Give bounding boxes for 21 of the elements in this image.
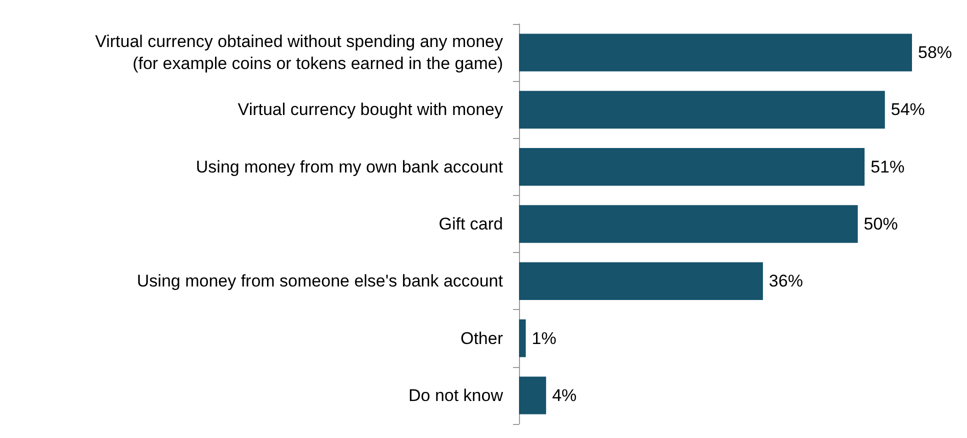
bar [519, 205, 858, 243]
data-label: 4% [552, 386, 577, 405]
data-label: 58% [918, 43, 952, 62]
bar [519, 376, 546, 414]
y-tick-label: Using money from someone else's bank account [136, 272, 504, 291]
bar [519, 90, 885, 129]
y-tick-label: Using money from my own bank account [196, 157, 504, 176]
data-label: 36% [768, 272, 803, 291]
bar [519, 148, 865, 186]
y-tick-label: Virtual currency obtained without spending any money (for example coins or tokens earned in the game) [95, 32, 504, 74]
y-tick-label: Gift card [438, 214, 503, 234]
y-tick-label: Do not know [408, 386, 504, 405]
data-label: 1% [532, 328, 556, 348]
bar [519, 262, 763, 300]
data-label: 54% [890, 100, 925, 120]
data-label: 51% [870, 157, 905, 176]
bar [519, 319, 526, 358]
bar [519, 34, 912, 72]
y-tick-label: Virtual currency bought with money [238, 100, 504, 120]
y-tick-label: Other [460, 328, 504, 348]
data-label: 50% [864, 214, 898, 234]
